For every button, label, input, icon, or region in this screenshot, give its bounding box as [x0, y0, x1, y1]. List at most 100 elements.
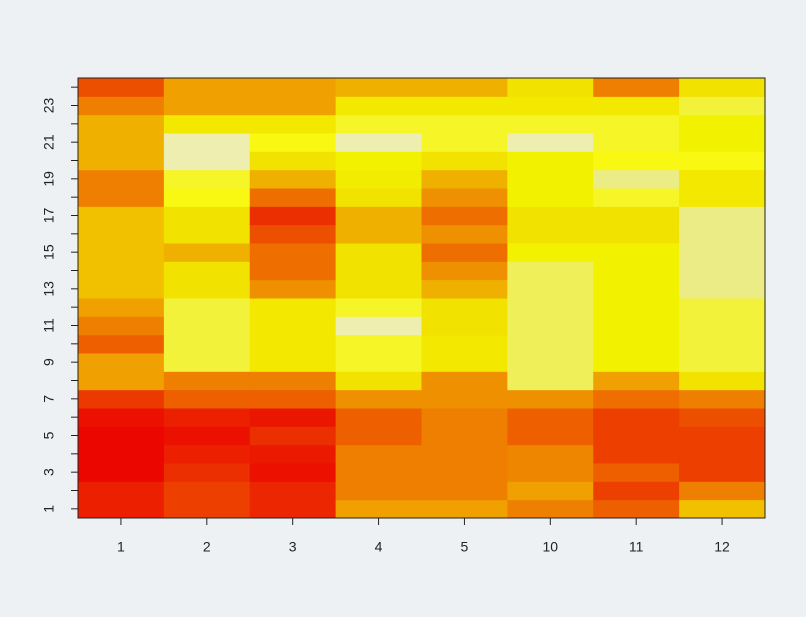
heat-cell	[679, 481, 766, 501]
heat-cell	[249, 206, 337, 226]
heat-cell	[78, 353, 165, 372]
heat-cell	[78, 151, 165, 171]
y-tick-label: 1	[41, 505, 57, 513]
heat-cell	[679, 408, 766, 427]
heat-cell	[335, 96, 422, 116]
heat-cell	[163, 463, 251, 482]
y-tick-label: 11	[41, 318, 57, 333]
heat-cell	[78, 261, 165, 281]
heat-cell	[78, 463, 165, 482]
heat-cell	[507, 463, 594, 482]
heat-cell	[335, 298, 422, 317]
heat-cell	[335, 499, 422, 519]
heat-cell	[507, 206, 594, 226]
heat-cell	[593, 169, 680, 189]
heat-cell	[163, 206, 251, 226]
heat-cell	[249, 463, 337, 482]
heat-cell	[421, 96, 508, 116]
x-tick-label: 2	[203, 539, 211, 555]
heat-cell	[335, 481, 422, 501]
heat-cell	[78, 279, 165, 299]
heat-cell	[679, 151, 766, 171]
heat-cell	[421, 463, 508, 482]
heat-cell	[249, 169, 337, 189]
heat-cell	[507, 371, 594, 391]
heat-cell	[593, 279, 680, 299]
heat-cell	[163, 408, 251, 427]
heat-cell	[249, 481, 337, 501]
heat-cell	[593, 151, 680, 171]
y-tick-label: 13	[41, 281, 57, 297]
heat-cell	[679, 279, 766, 299]
heat-cell	[163, 371, 251, 391]
heat-cell	[78, 78, 165, 97]
y-tick-label: 17	[41, 208, 57, 224]
heat-cell	[249, 408, 337, 427]
heat-cell	[421, 408, 508, 427]
heat-cell	[163, 316, 251, 336]
heat-cell	[421, 169, 508, 189]
x-tick-label: 4	[375, 539, 383, 555]
heat-cell	[507, 243, 594, 262]
heat-cell	[593, 426, 680, 446]
heat-cell	[335, 371, 422, 391]
heat-cell	[78, 444, 165, 464]
heat-cell	[163, 298, 251, 317]
y-tick-label: 9	[41, 358, 57, 366]
heat-cell	[249, 151, 337, 171]
heat-cell	[593, 389, 680, 409]
heat-cell	[507, 353, 594, 372]
heat-cell	[78, 426, 165, 446]
heat-cell	[78, 114, 165, 134]
y-tick-label: 21	[41, 134, 57, 150]
heat-cell	[78, 96, 165, 116]
heat-cell	[335, 408, 422, 427]
heat-cell	[593, 463, 680, 482]
heat-cell	[335, 261, 422, 281]
heat-cell	[78, 408, 165, 427]
heat-cell	[335, 279, 422, 299]
heat-cell	[78, 298, 165, 317]
heat-cell	[163, 169, 251, 189]
heat-cell	[421, 78, 508, 97]
heat-cell	[163, 243, 251, 262]
heat-cell	[679, 371, 766, 391]
heat-cell	[679, 78, 766, 97]
y-tick-label: 15	[41, 244, 57, 260]
heat-cell	[593, 298, 680, 317]
heat-cell	[679, 114, 766, 134]
heat-cell	[335, 426, 422, 446]
heat-cell	[335, 353, 422, 372]
heat-cell	[593, 353, 680, 372]
heat-cell	[679, 224, 766, 244]
heat-cell	[163, 151, 251, 171]
heat-cell	[421, 426, 508, 446]
heat-cell	[421, 261, 508, 281]
heat-cell	[163, 114, 251, 134]
heat-cell	[679, 316, 766, 336]
heat-cell	[78, 224, 165, 244]
heat-cell	[507, 114, 594, 134]
heat-cell	[335, 206, 422, 226]
heat-cell	[249, 316, 337, 336]
heat-cell	[507, 316, 594, 336]
heat-cell	[78, 133, 165, 152]
heat-cell	[507, 298, 594, 317]
heat-cell	[78, 188, 165, 207]
heat-cell	[593, 408, 680, 427]
heat-cell	[335, 78, 422, 97]
heat-cell	[249, 298, 337, 317]
heat-cell	[679, 243, 766, 262]
x-tick-label: 1	[117, 539, 125, 555]
heat-cell	[163, 188, 251, 207]
heat-cell	[335, 389, 422, 409]
heat-cell	[163, 334, 251, 354]
heat-cell	[421, 206, 508, 226]
heat-cell	[507, 499, 594, 519]
heat-cell	[163, 389, 251, 409]
heat-cell	[593, 334, 680, 354]
heat-cell	[78, 206, 165, 226]
heat-cell	[421, 133, 508, 152]
